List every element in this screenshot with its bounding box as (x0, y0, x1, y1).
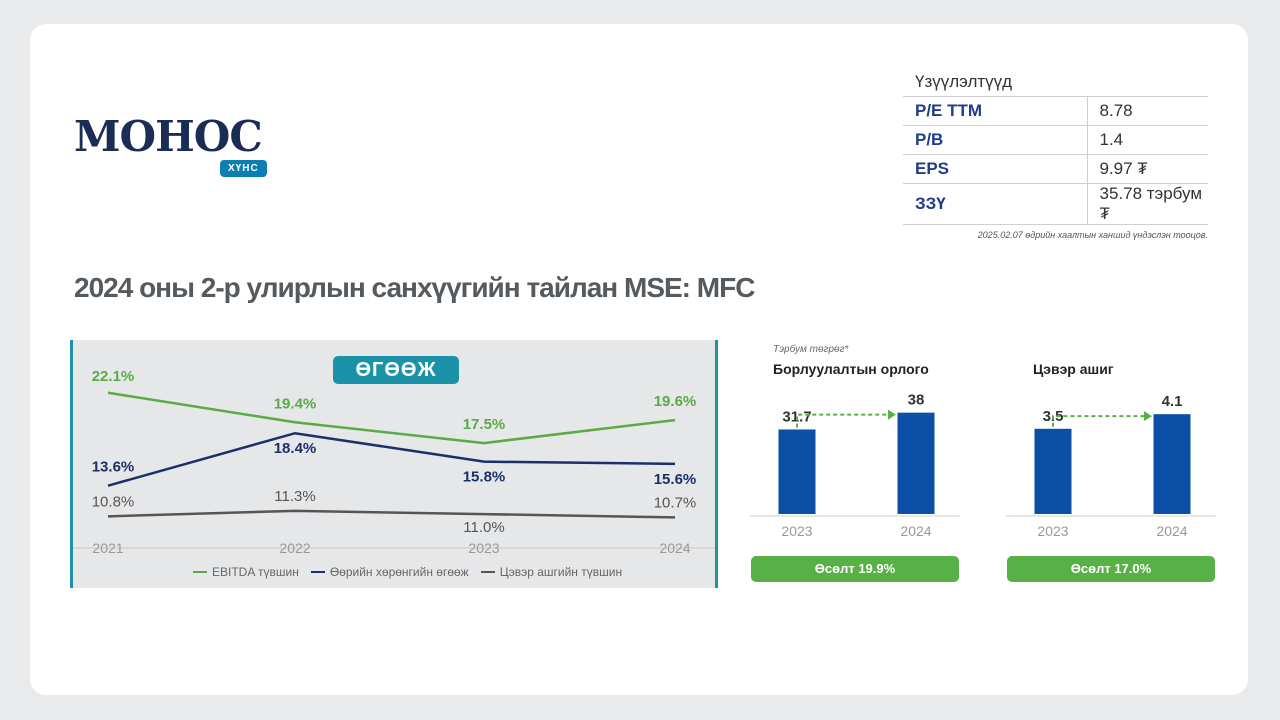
x-tick-label: 2023 (1037, 523, 1068, 539)
profit-growth-badge: Өсөлт 17.0% (1007, 556, 1215, 582)
data-label: 18.4% (274, 440, 317, 457)
data-label: 10.7% (654, 494, 697, 511)
data-label: 15.8% (463, 469, 506, 486)
x-tick-label: 2024 (1156, 523, 1187, 539)
ratio-row: P/E TTM 8.78 (903, 96, 1208, 126)
ratio-label: P/B (903, 125, 1088, 155)
data-label: 15.6% (654, 471, 697, 488)
legend-label: EBITDA түвшин (212, 565, 299, 579)
roe-line-chart: 22.1% 19.4% 17.5% 19.6% 13.6% 18.4% 15.8% 15.6%… (70, 340, 718, 588)
x-tick-label: 2024 (659, 540, 690, 556)
bar (897, 412, 935, 514)
ratio-value: 1.4 (1087, 125, 1208, 155)
growth-arrow-line (1052, 415, 1144, 427)
legend-item: Цэвэр ашгийн түвшин (480, 565, 623, 579)
series-line-0 (107, 391, 676, 445)
data-label: 17.5% (463, 416, 506, 433)
profit-chart-title: Цэвэр ашиг (1033, 361, 1114, 377)
series-line-2 (107, 509, 676, 519)
logo-wordmark: МОНОС (74, 112, 263, 161)
ratio-row: EPS 9.97 ₮ (903, 154, 1208, 184)
x-tick-label: 2021 (92, 540, 123, 556)
page-title: 2024 оны 2-р улирлын санхүүгийн тайлан M… (74, 272, 755, 303)
x-tick-label: 2022 (279, 540, 310, 556)
bar-value-label: 38 (908, 392, 925, 409)
ratios-table: Үзүүлэлтүүд P/E TTM 8.78 P/B 1.4 EPS 9.9… (903, 70, 1208, 225)
ratio-value: 35.78 тэрбум ₮ (1087, 183, 1208, 225)
data-label: 10.8% (92, 493, 135, 510)
line-chart-title: ӨГӨӨЖ (333, 356, 459, 384)
series-line-1 (107, 431, 676, 487)
line-chart-legend: EBITDA түвшин Өөрийн хөрөнгийн өгөөж Цэв… (193, 565, 622, 579)
legend-label: Өөрийн хөрөнгийн өгөөж (329, 565, 469, 579)
company-logo: МОНОС ХҮНС (74, 112, 274, 182)
ratio-value: 9.97 ₮ (1087, 154, 1208, 184)
ratio-value: 8.78 (1087, 96, 1208, 126)
legend-swatch-ebitda (193, 571, 207, 573)
x-tick-label: 2023 (781, 523, 812, 539)
data-label: 11.3% (274, 488, 315, 505)
legend-label: Цэвэр ашгийн түвшин (499, 565, 623, 579)
unit-note: Тэрбум төгрөг* (773, 344, 849, 355)
data-label: 13.6% (92, 459, 135, 476)
data-label: 22.1% (92, 368, 135, 385)
growth-arrow-head (1144, 411, 1152, 422)
bar (778, 429, 816, 514)
data-label: 11.0% (463, 519, 504, 536)
bar (1034, 428, 1072, 514)
bar-value-label: 4.1 (1162, 393, 1183, 410)
revenue-growth-badge: Өсөлт 19.9% (751, 556, 959, 582)
ratio-row: ЗЗҮ 35.78 тэрбум ₮ (903, 183, 1208, 225)
data-label: 19.4% (274, 395, 317, 412)
bar (1153, 414, 1191, 514)
ratio-label: EPS (903, 154, 1088, 184)
logo-badge: ХҮНС (220, 160, 267, 177)
legend-item: EBITDA түвшин (193, 565, 299, 579)
ratio-label: ЗЗҮ (903, 183, 1088, 225)
legend-item: Өөрийн хөрөнгийн өгөөж (310, 565, 469, 579)
ratio-row: P/B 1.4 (903, 125, 1208, 155)
legend-swatch-roe (310, 571, 325, 573)
legend-swatch-net (480, 571, 495, 573)
ratios-footnote: 2025.02.07 өдрийн хаалтын ханшид үндэслэ… (977, 230, 1208, 240)
growth-arrow-line (796, 413, 888, 428)
growth-arrow-head (888, 409, 896, 420)
revenue-chart-title: Борлуулалтын орлого (773, 361, 929, 377)
ratios-title: Үзүүлэлтүүд (915, 72, 1013, 91)
ratio-label: P/E TTM (903, 96, 1088, 126)
data-label: 19.6% (654, 393, 697, 410)
x-tick-label: 2024 (900, 523, 931, 539)
x-tick-label: 2023 (468, 540, 499, 556)
line-chart-svg: 22.1% 19.4% 17.5% 19.6% 13.6% 18.4% 15.8% 15.6%… (73, 368, 715, 556)
